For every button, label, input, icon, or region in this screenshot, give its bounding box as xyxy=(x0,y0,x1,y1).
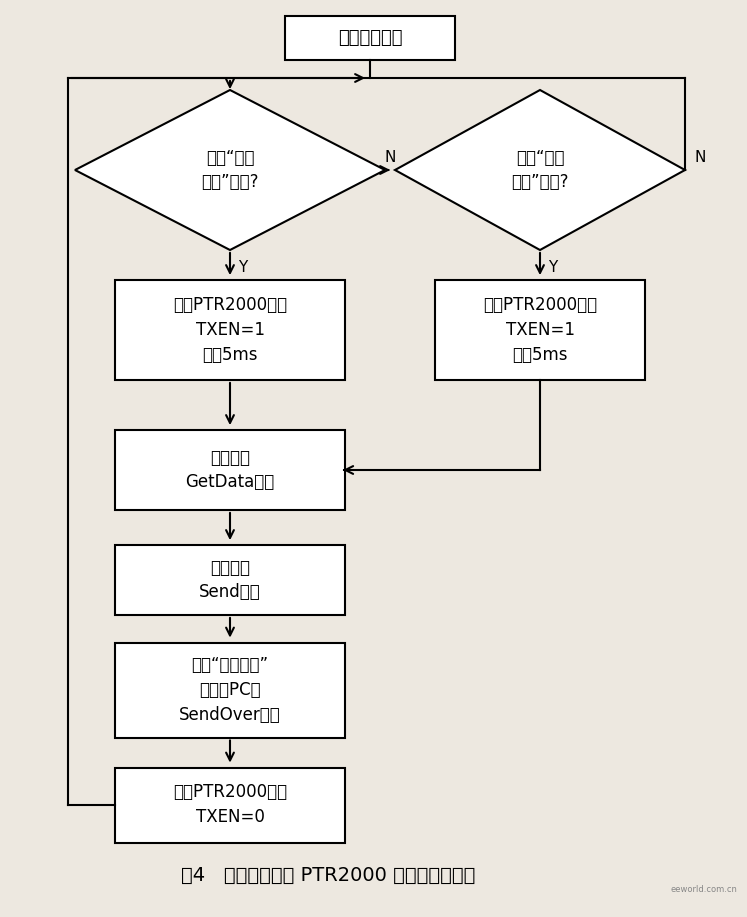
Text: Y: Y xyxy=(238,260,247,275)
Polygon shape xyxy=(75,90,385,250)
Text: 设置PTR2000状态
TXEN=1
延时5ms: 设置PTR2000状态 TXEN=1 延时5ms xyxy=(173,296,287,364)
Bar xyxy=(115,768,345,843)
Bar xyxy=(285,16,455,60)
Bar xyxy=(115,430,345,510)
Text: Y: Y xyxy=(548,260,557,275)
Text: 打开串口中断: 打开串口中断 xyxy=(338,29,402,47)
Text: 发送“接收完毕”
指令到PC机
SendOver（）: 发送“接收完毕” 指令到PC机 SendOver（） xyxy=(179,656,281,724)
Bar xyxy=(115,280,345,380)
Text: eeworld.com.cn: eeworld.com.cn xyxy=(670,885,737,893)
Bar xyxy=(435,280,645,380)
Text: 收到“请求
发送”指令?: 收到“请求 发送”指令? xyxy=(201,149,258,192)
Text: 数据采集
GetData（）: 数据采集 GetData（） xyxy=(185,448,275,492)
Text: N: N xyxy=(384,150,396,165)
Text: 图4   基于单片机的 PTR2000 无线传输流程图: 图4 基于单片机的 PTR2000 无线传输流程图 xyxy=(182,866,476,885)
Text: 收到“请求
重发”指令?: 收到“请求 重发”指令? xyxy=(511,149,568,192)
Text: N: N xyxy=(694,150,706,165)
Bar xyxy=(115,545,345,615)
Text: 发送数据
Send（）: 发送数据 Send（） xyxy=(199,558,261,602)
Bar xyxy=(115,643,345,737)
Polygon shape xyxy=(395,90,685,250)
Text: 设置PTR2000状态
TXEN=1
延时5ms: 设置PTR2000状态 TXEN=1 延时5ms xyxy=(483,296,597,364)
Text: 重设PTR2000状态
TXEN=0: 重设PTR2000状态 TXEN=0 xyxy=(173,783,287,826)
